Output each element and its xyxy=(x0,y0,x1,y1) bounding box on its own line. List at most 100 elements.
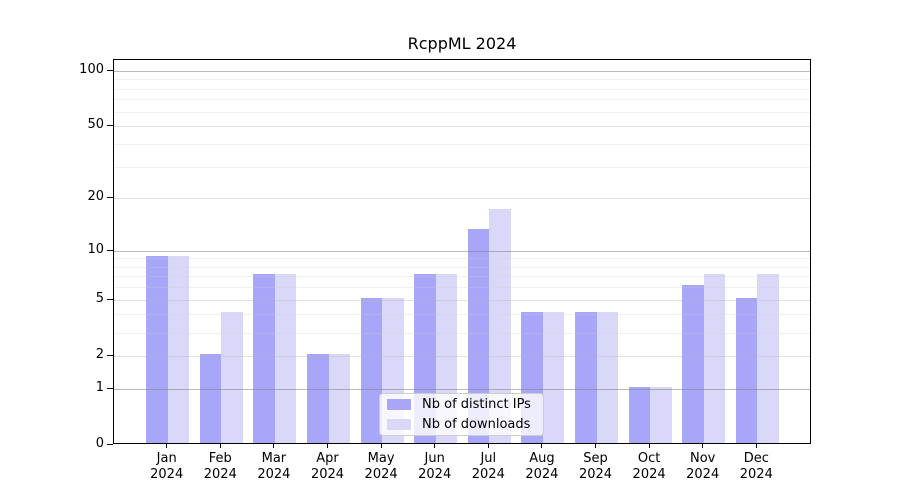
legend-swatch-nb-of-downloads xyxy=(387,419,411,430)
x-tick-label-mar: Mar 2024 xyxy=(242,451,306,482)
x-tick-mark-nov xyxy=(702,443,704,448)
gridline-60 xyxy=(114,111,810,113)
x-tick-mark-jan xyxy=(166,443,168,448)
gridline-5 xyxy=(114,299,810,301)
legend-label: Nb of downloads xyxy=(422,417,531,432)
bar-nb-of-downloads-oct xyxy=(650,386,672,443)
chart-title: RcppML 2024 xyxy=(407,34,517,53)
legend-entry-nb-of-distinct-ips: Nb of distinct IPs xyxy=(387,397,536,412)
x-tick-mark-feb xyxy=(219,443,221,448)
y-tick-label-2: 2 xyxy=(95,346,104,362)
x-tick-mark-oct xyxy=(648,443,650,448)
bar-nb-of-downloads-dec xyxy=(757,274,779,443)
y-tick-mark-0 xyxy=(107,444,113,446)
y-tick-label-100: 100 xyxy=(79,61,104,77)
gridline-10 xyxy=(114,250,810,252)
x-tick-label-may: May 2024 xyxy=(349,451,413,482)
x-tick-label-jan: Jan 2024 xyxy=(135,451,199,482)
bar-nb-of-downloads-mar xyxy=(274,274,297,443)
gridline-8 xyxy=(114,266,810,268)
x-tick-label-feb: Feb 2024 xyxy=(188,451,252,482)
bar-nb-of-distinct-ips-nov xyxy=(682,285,704,443)
y-tick-mark-10 xyxy=(107,249,113,251)
bar-nb-of-downloads-jan xyxy=(167,256,190,443)
bar-nb-of-downloads-aug xyxy=(542,312,565,443)
month-name: Oct xyxy=(637,451,661,466)
legend-label: Nb of distinct IPs xyxy=(422,397,531,412)
gridline-7 xyxy=(114,276,810,278)
gridline-100 xyxy=(114,70,810,72)
month-year: 2024 xyxy=(257,466,291,482)
gridline-1 xyxy=(114,388,810,390)
y-tick-label-50: 50 xyxy=(87,117,104,133)
bar-nb-of-distinct-ips-oct xyxy=(628,386,651,443)
bar-nb-of-distinct-ips-jan xyxy=(146,256,168,443)
gridline-2 xyxy=(114,355,810,357)
month-name: Mar xyxy=(261,451,287,466)
x-tick-mark-mar xyxy=(273,443,275,448)
month-year: 2024 xyxy=(686,466,720,482)
x-tick-label-jul: Jul 2024 xyxy=(456,451,520,482)
y-tick-mark-100 xyxy=(107,69,113,71)
month-name: Aug xyxy=(529,451,555,466)
month-year: 2024 xyxy=(310,466,345,482)
legend-entry-nb-of-downloads: Nb of downloads xyxy=(387,417,536,432)
x-tick-mark-apr xyxy=(326,443,329,448)
gridline-90 xyxy=(114,79,810,81)
month-year: 2024 xyxy=(418,466,452,482)
gridline-3 xyxy=(114,332,810,334)
bar-nb-of-downloads-sep xyxy=(596,312,618,443)
bar-nb-of-distinct-ips-mar xyxy=(253,274,275,443)
gridline-9 xyxy=(114,258,810,260)
legend: Nb of distinct IPs Nb of downloads xyxy=(379,393,544,436)
x-tick-label-apr: Apr 2024 xyxy=(296,451,360,482)
y-tick-label-1: 1 xyxy=(95,379,104,395)
gridline-20 xyxy=(114,198,810,200)
bar-nb-of-downloads-nov xyxy=(703,274,726,443)
x-tick-label-nov: Nov 2024 xyxy=(671,451,735,482)
month-name: Nov xyxy=(690,451,716,466)
x-tick-label-aug: Aug 2024 xyxy=(510,451,574,482)
y-tick-label-0: 0 xyxy=(95,436,104,451)
x-tick-label-sep: Sep 2024 xyxy=(564,451,628,482)
bar-nb-of-downloads-apr xyxy=(328,353,350,443)
y-tick-label-5: 5 xyxy=(95,290,104,306)
y-tick-mark-5 xyxy=(107,298,113,300)
gridline-70 xyxy=(114,99,810,101)
bar-nb-of-downloads-jul xyxy=(489,208,511,443)
month-year: 2024 xyxy=(632,466,666,482)
gridline-40 xyxy=(114,143,810,145)
x-tick-label-dec: Dec 2024 xyxy=(724,451,788,482)
month-year: 2024 xyxy=(578,466,613,482)
bar-nb-of-distinct-ips-dec xyxy=(735,297,758,443)
month-name: Apr xyxy=(316,451,339,466)
month-year: 2024 xyxy=(739,466,773,482)
legend-swatch-nb-of-distinct-ips xyxy=(387,399,411,410)
x-tick-mark-dec xyxy=(755,443,757,448)
month-year: 2024 xyxy=(525,466,559,482)
month-name: Dec xyxy=(743,451,769,466)
bar-nb-of-distinct-ips-apr xyxy=(307,353,329,443)
y-tick-mark-20 xyxy=(107,197,113,199)
x-tick-mark-aug xyxy=(541,443,543,448)
y-tick-mark-1 xyxy=(107,387,113,389)
gridline-50 xyxy=(114,126,810,128)
bar-nb-of-distinct-ips-feb xyxy=(199,353,222,443)
month-year: 2024 xyxy=(471,466,505,482)
y-tick-label-10: 10 xyxy=(87,241,104,257)
month-name: Jul xyxy=(480,451,497,466)
bar-nb-of-distinct-ips-sep xyxy=(575,312,597,443)
gridline-30 xyxy=(114,166,810,168)
gridline-6 xyxy=(114,287,810,289)
month-year: 2024 xyxy=(150,466,184,482)
x-tick-mark-may xyxy=(380,443,382,448)
month-name: Jun xyxy=(424,451,445,466)
bar-nb-of-downloads-feb xyxy=(221,312,243,443)
x-tick-label-jun: Jun 2024 xyxy=(403,451,467,482)
month-year: 2024 xyxy=(203,466,237,482)
x-tick-label-oct: Oct 2024 xyxy=(617,451,681,482)
month-name: May xyxy=(367,451,395,466)
y-tick-label-20: 20 xyxy=(87,189,104,205)
month-name: Sep xyxy=(583,451,608,466)
